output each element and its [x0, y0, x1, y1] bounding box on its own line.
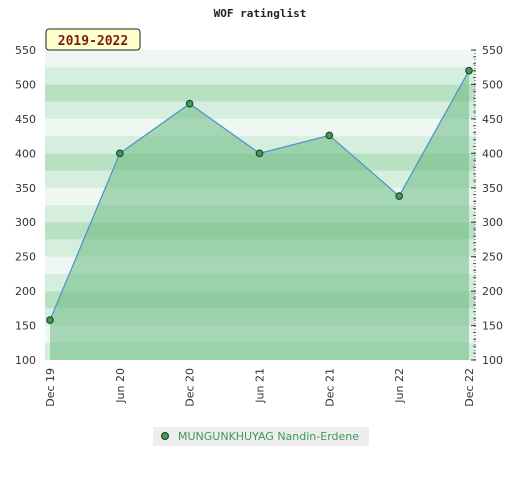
- period-badge-box: [45, 28, 141, 51]
- x-tick-label: Dec 22: [463, 368, 476, 407]
- data-point: [325, 131, 334, 140]
- chart-title: WOF ratinglist: [214, 7, 307, 20]
- y-tick-label-right: 400: [482, 147, 503, 160]
- y-tick-label-left: 450: [15, 113, 36, 126]
- y-tick-label-left: 150: [15, 320, 36, 333]
- y-tick-label-left: 550: [15, 44, 36, 57]
- legend-label: MUNGUNKHUYAG Nandin-Erdene: [178, 430, 359, 443]
- y-tick-label-left: 500: [15, 78, 36, 91]
- x-tick-label: Dec 21: [323, 368, 336, 407]
- background-band: [45, 101, 475, 119]
- y-tick-label-right: 150: [482, 320, 503, 333]
- background-band: [45, 118, 475, 137]
- x-tick-label: Dec 20: [184, 368, 197, 407]
- y-tick-label-left: 300: [15, 216, 36, 229]
- y-tick-label-left: 250: [15, 251, 36, 264]
- y-tick-label-left: 200: [15, 285, 36, 298]
- y-tick-label-right: 100: [482, 354, 503, 367]
- data-point: [465, 66, 473, 75]
- series-area: [50, 70, 469, 361]
- legend-marker: [161, 432, 169, 440]
- data-point: [46, 316, 54, 324]
- legend: MUNGUNKHUYAG Nandin-Erdene: [153, 427, 369, 446]
- period-badge: 2019-2022: [45, 28, 141, 51]
- background-band: [45, 50, 475, 68]
- y-tick-label-left: 400: [15, 147, 36, 160]
- x-tick-label: Jun 21: [254, 368, 267, 404]
- data-point: [255, 149, 264, 158]
- y-tick-label-left: 350: [15, 182, 36, 195]
- legend-box: [153, 427, 369, 446]
- background-band: [45, 84, 475, 102]
- data-point: [185, 99, 194, 108]
- x-tick-label: Jun 20: [114, 368, 127, 404]
- data-point: [395, 192, 403, 200]
- y-tick-label-left: 100: [15, 354, 36, 367]
- y-tick-label-right: 450: [482, 113, 503, 126]
- y-tick-label-right: 200: [482, 285, 503, 298]
- y-tick-label-right: 350: [482, 182, 503, 195]
- x-tick-label: Dec 19: [44, 368, 57, 407]
- y-tick-label-right: 500: [482, 78, 503, 91]
- y-tick-label-right: 250: [482, 251, 503, 264]
- period-label: 2019-2022: [58, 34, 128, 49]
- background-band: [45, 67, 475, 85]
- y-tick-label-right: 300: [482, 216, 503, 229]
- data-point: [116, 149, 124, 158]
- y-tick-label-right: 550: [482, 44, 503, 57]
- x-tick-label: Jun 22: [393, 368, 406, 404]
